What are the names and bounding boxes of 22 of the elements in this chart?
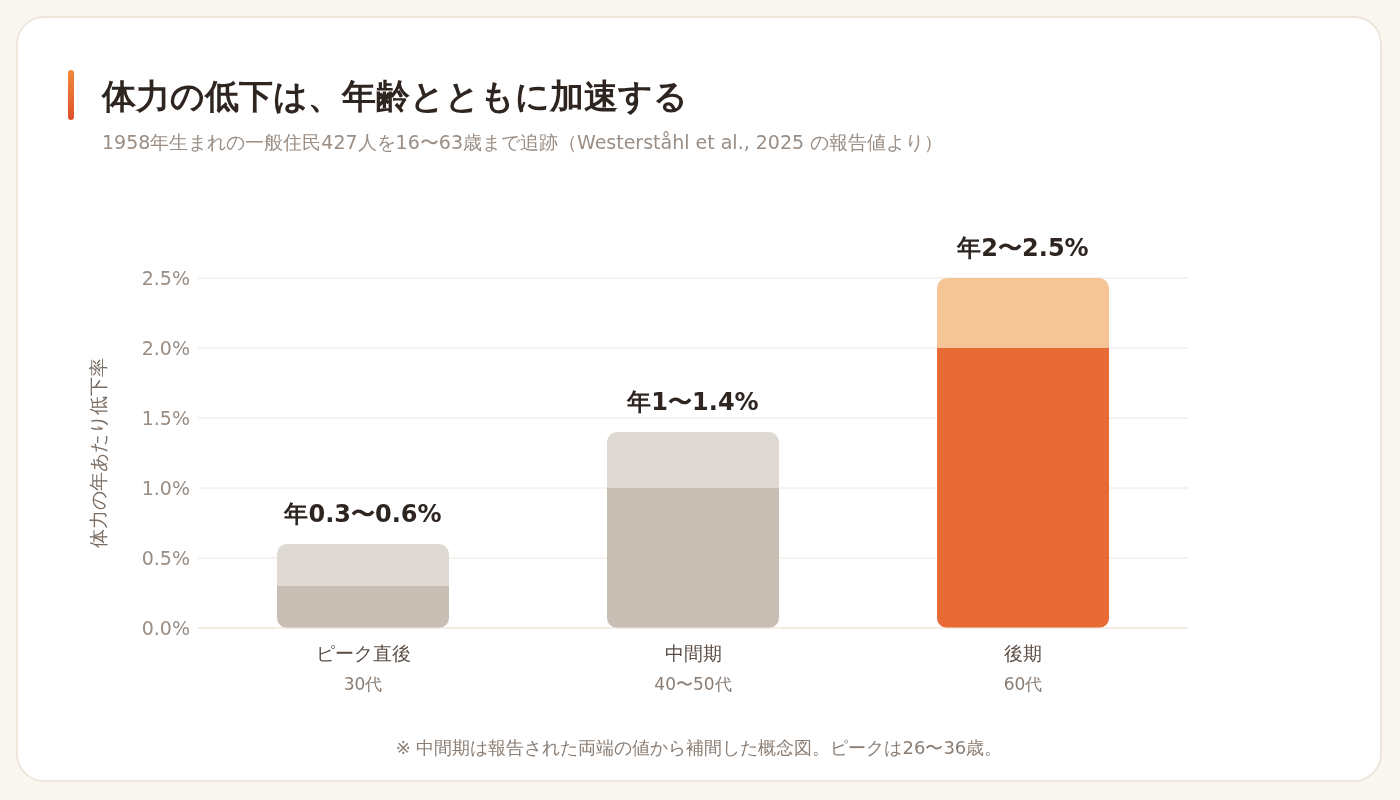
- y-tick-label: 1.5%: [141, 406, 190, 429]
- chart-subtitle: 1958年生まれの一般住民427人を16〜63歳まで追跡（Westerståhl et al., 2025 の報告値より）: [102, 130, 944, 155]
- bar: [937, 278, 1109, 348]
- x-tick-label: ピーク直後 30代: [315, 642, 411, 694]
- x-tick-label: 中間期 40〜50代: [654, 642, 732, 694]
- y-tick-label: 2.5%: [141, 266, 190, 289]
- y-tick-label: 0.0%: [141, 616, 190, 639]
- chart-title: 体力の低下は、年齢とともに加速する: [102, 75, 688, 118]
- annotation: 年1〜1.4%: [626, 388, 759, 416]
- annotation: 年0.3〜0.6%: [283, 500, 442, 528]
- annotation: 年2〜2.5%: [956, 234, 1089, 262]
- bar: [937, 348, 1109, 628]
- x-tick-label: 後期 60代: [1003, 642, 1043, 694]
- y-tick-label: 1.0%: [141, 476, 190, 499]
- y-tick-label: 2.0%: [141, 336, 190, 359]
- bar: [607, 432, 779, 488]
- bar: [607, 488, 779, 628]
- y-axis-title: 体力の年あたり低下率: [86, 358, 109, 548]
- text: ※ 中間期は報告された両端の値から補間した概念図。ピークは26〜36歳。: [394, 736, 1004, 760]
- bar: [277, 544, 449, 586]
- y-tick-label: 0.5%: [141, 546, 190, 569]
- bar: [277, 586, 449, 628]
